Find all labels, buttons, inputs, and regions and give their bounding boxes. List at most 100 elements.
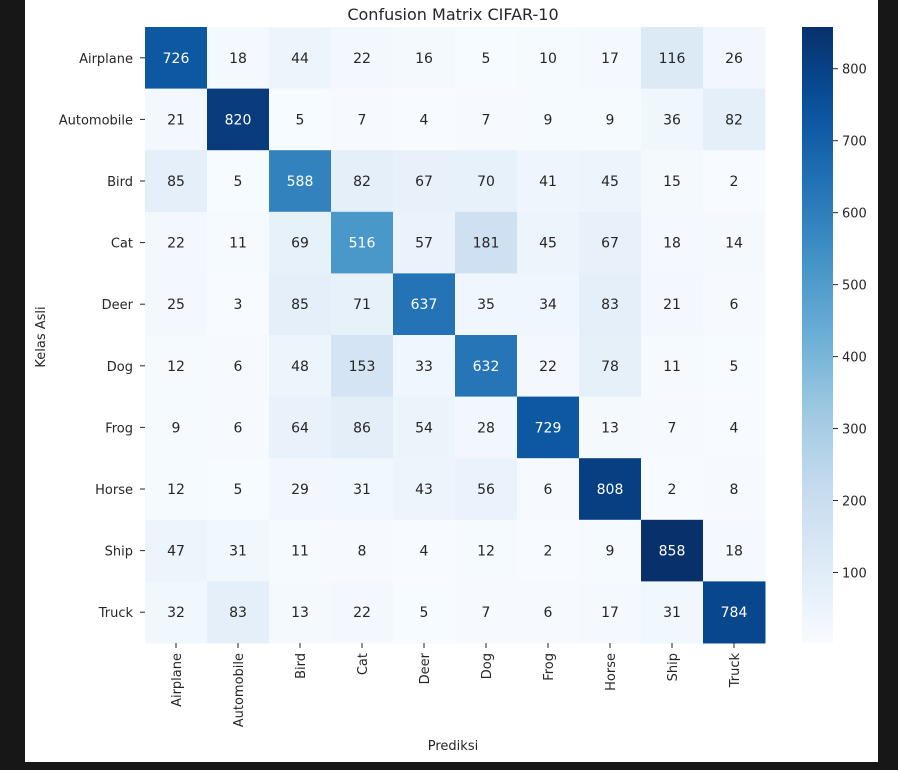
x-tick-label: Cat <box>356 653 371 675</box>
heatmap-cell <box>269 273 332 336</box>
x-tick-label: Deer <box>418 652 433 684</box>
x-tick-label: Dog <box>480 653 495 679</box>
cell-value-label: 67 <box>415 174 433 190</box>
heatmap-cell <box>269 88 332 151</box>
cell-value-label: 31 <box>663 605 681 621</box>
heatmap-cell <box>145 150 208 213</box>
heatmap-cell <box>455 458 518 521</box>
cell-value-label: 11 <box>291 544 309 560</box>
heatmap-cell <box>641 581 704 644</box>
colorbar-tick-label: 300 <box>842 423 867 438</box>
y-tick-label: Truck <box>98 606 134 621</box>
colorbar-gradient <box>802 27 833 643</box>
heatmap-cell <box>145 273 208 336</box>
heatmap-cell <box>393 458 456 521</box>
cell-value-label: 16 <box>415 51 433 67</box>
x-tick-label: Truck <box>728 653 743 689</box>
heatmap-cell <box>455 211 518 274</box>
cell-value-label: 86 <box>353 420 371 436</box>
heatmap-cell <box>579 211 642 274</box>
heatmap-cell <box>331 211 394 274</box>
heatmap-cell <box>207 211 270 274</box>
heatmap-cell <box>579 27 642 90</box>
x-tick-label: Frog <box>542 653 557 681</box>
cell-value-label: 12 <box>167 359 185 375</box>
y-tick-label: Deer <box>102 298 134 313</box>
heatmap-cell <box>641 396 704 459</box>
cell-value-label: 57 <box>415 236 433 252</box>
y-tick-label: Frog <box>105 421 133 436</box>
heatmap-cell <box>517 519 580 582</box>
cell-value-label: 18 <box>663 236 681 252</box>
colorbar-tick-label: 200 <box>842 495 867 510</box>
cell-value-label: 48 <box>291 359 309 375</box>
chart-title: Confusion Matrix CIFAR-10 <box>347 5 558 24</box>
heatmap-cell <box>269 581 332 644</box>
cell-value-label: 82 <box>353 174 371 190</box>
heatmap-cell <box>207 150 270 213</box>
cell-value-label: 47 <box>167 544 185 560</box>
cell-value-label: 4 <box>420 112 429 128</box>
cell-value-label: 22 <box>167 236 185 252</box>
cell-value-label: 4 <box>420 544 429 560</box>
cell-value-label: 45 <box>539 236 557 252</box>
cell-value-label: 6 <box>234 420 243 436</box>
cell-value-label: 588 <box>287 174 314 190</box>
x-tick-labels: Airplane Automobile Bird Cat Deer Dog Frog Hors… <box>170 643 743 727</box>
cell-value-label: 7 <box>668 420 677 436</box>
cell-value-label: 82 <box>725 112 743 128</box>
cell-value-label: 15 <box>663 174 681 190</box>
cell-value-label: 32 <box>167 605 185 621</box>
cell-value-label: 83 <box>601 297 619 313</box>
cell-value-label: 11 <box>663 359 681 375</box>
heatmap-cell <box>641 458 704 521</box>
heatmap-cell <box>145 88 208 151</box>
y-axis-label: Kelas Asli <box>34 306 49 367</box>
heatmap-cell <box>207 27 270 90</box>
heatmap-cell <box>517 88 580 151</box>
cell-value-label: 69 <box>291 236 309 252</box>
heatmap-cell <box>579 273 642 336</box>
y-tick-labels: Airplane Automobile Bird Cat Deer Dog Frog Hors… <box>59 52 145 621</box>
heatmap-cell <box>393 335 456 398</box>
colorbar-tick-label: 800 <box>842 63 867 78</box>
cell-value-label: 22 <box>539 359 557 375</box>
heatmap-cell <box>579 458 642 521</box>
heatmap-cell <box>641 273 704 336</box>
cell-value-label: 784 <box>721 605 748 621</box>
heatmap-cell <box>269 27 332 90</box>
heatmap-cell <box>641 335 704 398</box>
cell-value-label: 9 <box>172 420 181 436</box>
heatmap-cell <box>331 88 394 151</box>
heatmap-cell <box>455 396 518 459</box>
y-tick-label: Cat <box>111 237 133 252</box>
heatmap-cell <box>455 581 518 644</box>
cell-value-label: 12 <box>167 482 185 498</box>
heatmap-cell <box>331 150 394 213</box>
cell-value-label: 820 <box>225 112 252 128</box>
cell-value-label: 36 <box>663 112 681 128</box>
heatmap-cell <box>517 150 580 213</box>
heatmap-cell <box>455 519 518 582</box>
y-tick-label: Horse <box>95 483 133 498</box>
heatmap-cell <box>641 88 704 151</box>
heatmap-cell <box>207 88 270 151</box>
heatmap-cell <box>207 335 270 398</box>
heatmap-cell <box>145 581 208 644</box>
cell-value-label: 8 <box>730 482 739 498</box>
heatmap-cell <box>269 396 332 459</box>
cell-value-label: 9 <box>544 112 553 128</box>
cell-value-label: 516 <box>349 236 376 252</box>
cell-value-label: 181 <box>473 236 500 252</box>
heatmap-cell <box>641 150 704 213</box>
x-tick-label: Automobile <box>232 653 247 727</box>
heatmap-cell <box>579 519 642 582</box>
chart-frame: Confusion Matrix CIFAR-10 726 18 44 22 16 5 10… <box>25 0 878 762</box>
heatmap-cell <box>641 211 704 274</box>
cell-value-label: 43 <box>415 482 433 498</box>
heatmap-cell <box>703 458 766 521</box>
cell-value-label: 6 <box>544 605 553 621</box>
cell-value-label: 2 <box>668 482 677 498</box>
heatmap-cell <box>145 211 208 274</box>
